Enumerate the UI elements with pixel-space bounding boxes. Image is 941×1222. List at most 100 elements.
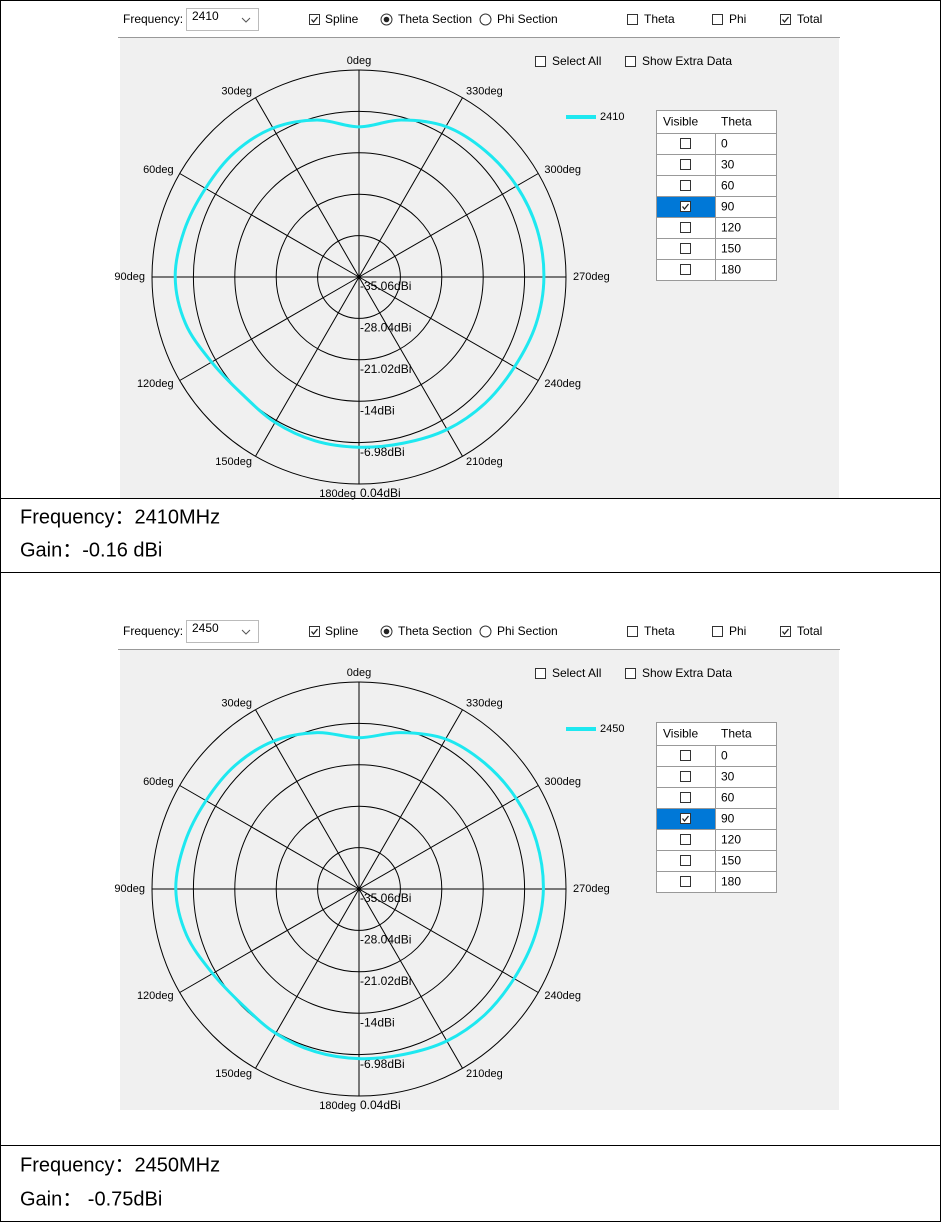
angle-label: 120deg — [137, 378, 174, 390]
radial-tick-label: -28.04dBi — [360, 321, 411, 335]
angle-label: 330deg — [466, 698, 503, 710]
theta-value: 30 — [721, 158, 735, 172]
angle-label: 60deg — [143, 776, 174, 788]
theta-value: 0 — [721, 749, 728, 763]
checkbox[interactable] — [780, 626, 791, 637]
spline-label: Spline — [325, 624, 359, 638]
checkbox[interactable] — [625, 668, 636, 679]
spoke — [358, 785, 539, 890]
angle-label: 120deg — [137, 990, 174, 1002]
table-frame — [656, 722, 777, 893]
checkbox[interactable] — [680, 834, 691, 845]
spline-label: Spline — [325, 12, 359, 26]
checkbox[interactable] — [680, 180, 691, 191]
checkbox[interactable] — [627, 626, 638, 637]
checkbox[interactable] — [680, 243, 691, 254]
spoke — [358, 173, 539, 278]
checkbox[interactable] — [680, 264, 691, 275]
radial-tick-label: -14dBi — [360, 1015, 395, 1029]
spoke — [358, 276, 539, 381]
pattern-curve — [173, 118, 546, 449]
checkbox[interactable] — [680, 138, 691, 149]
radial-tick-label: -35.06dBi — [360, 891, 411, 905]
checkbox[interactable] — [309, 626, 320, 637]
spoke — [255, 709, 360, 890]
show-extra-label: Show Extra Data — [642, 666, 732, 680]
spoke — [255, 888, 360, 1069]
checkbox[interactable] — [680, 201, 691, 212]
angle-label: 210deg — [466, 1068, 503, 1080]
radial-tick-label: -21.02dBi — [360, 974, 411, 988]
theta-value: 30 — [721, 770, 735, 784]
spoke — [179, 785, 360, 890]
angle-label: 270deg — [573, 883, 610, 895]
theta-value: 90 — [721, 200, 735, 214]
caption-gain: Gain： -0.75dBi — [20, 1188, 162, 1210]
checkbox[interactable] — [680, 222, 691, 233]
checkbox[interactable] — [680, 813, 691, 824]
checkbox[interactable] — [309, 14, 320, 25]
checkbox[interactable] — [680, 750, 691, 761]
theta-value: 180 — [721, 875, 741, 889]
angle-label: 300deg — [544, 164, 581, 176]
checkbox[interactable] — [712, 626, 723, 637]
checkbox[interactable] — [712, 14, 723, 25]
theta-value: 120 — [721, 833, 741, 847]
radial-tick-label: -35.06dBi — [360, 279, 411, 293]
checkbox[interactable] — [625, 56, 636, 67]
table-header: Visible — [663, 727, 698, 741]
frequency-dropdown[interactable] — [186, 620, 259, 643]
component-label: Theta — [644, 624, 675, 638]
angle-label: 30deg — [221, 698, 252, 710]
spoke — [358, 276, 463, 457]
frequency-label: Frequency: — [123, 624, 183, 638]
frequency-value: 2450 — [192, 621, 219, 635]
legend-label: 2410 — [600, 111, 624, 123]
angle-label: 30deg — [221, 86, 252, 98]
component-label: Total — [797, 12, 822, 26]
angle-label: 240deg — [544, 378, 581, 390]
component-label: Phi — [729, 624, 746, 638]
radial-tick-label: -6.98dBi — [360, 1057, 405, 1071]
spoke — [179, 888, 360, 993]
caption-frequency: Frequency：2410MHz — [20, 506, 220, 528]
theta-value: 60 — [721, 179, 735, 193]
angle-label: 60deg — [143, 164, 174, 176]
angle-label: 0deg — [347, 55, 371, 67]
radial-tick-label: 0.04dBi — [360, 486, 401, 500]
checkmark — [681, 203, 690, 211]
radial-tick-label: 0.04dBi — [360, 1098, 401, 1112]
checkbox[interactable] — [780, 14, 791, 25]
angle-label: 0deg — [347, 667, 371, 679]
checkbox[interactable] — [680, 159, 691, 170]
checkmark — [781, 628, 790, 636]
checkbox[interactable] — [535, 56, 546, 67]
spoke — [358, 888, 463, 1069]
spoke — [179, 276, 360, 381]
checkbox[interactable] — [680, 771, 691, 782]
radio[interactable] — [479, 13, 492, 26]
angle-label: 90deg — [114, 271, 145, 283]
checkbox[interactable] — [680, 876, 691, 887]
theta-value: 120 — [721, 221, 741, 235]
angle-label: 150deg — [215, 1068, 252, 1080]
radial-tick-label: -14dBi — [360, 403, 395, 417]
checkbox[interactable] — [627, 14, 638, 25]
checkbox[interactable] — [680, 855, 691, 866]
radial-tick-label: -21.02dBi — [360, 362, 411, 376]
theta-value: 60 — [721, 791, 735, 805]
checkmark — [310, 628, 319, 636]
checkbox[interactable] — [535, 668, 546, 679]
radio-dot — [383, 16, 390, 23]
checkbox[interactable] — [680, 792, 691, 803]
frequency-dropdown[interactable] — [186, 8, 259, 31]
angle-label: 330deg — [466, 86, 503, 98]
theta-value: 150 — [721, 854, 741, 868]
angle-label: 180deg — [319, 488, 356, 500]
angle-label: 180deg — [319, 1100, 356, 1112]
show-extra-label: Show Extra Data — [642, 54, 732, 68]
caption-gain: Gain：-0.16 dBi — [20, 539, 162, 561]
radio[interactable] — [479, 625, 492, 638]
theta-value: 90 — [721, 812, 735, 826]
